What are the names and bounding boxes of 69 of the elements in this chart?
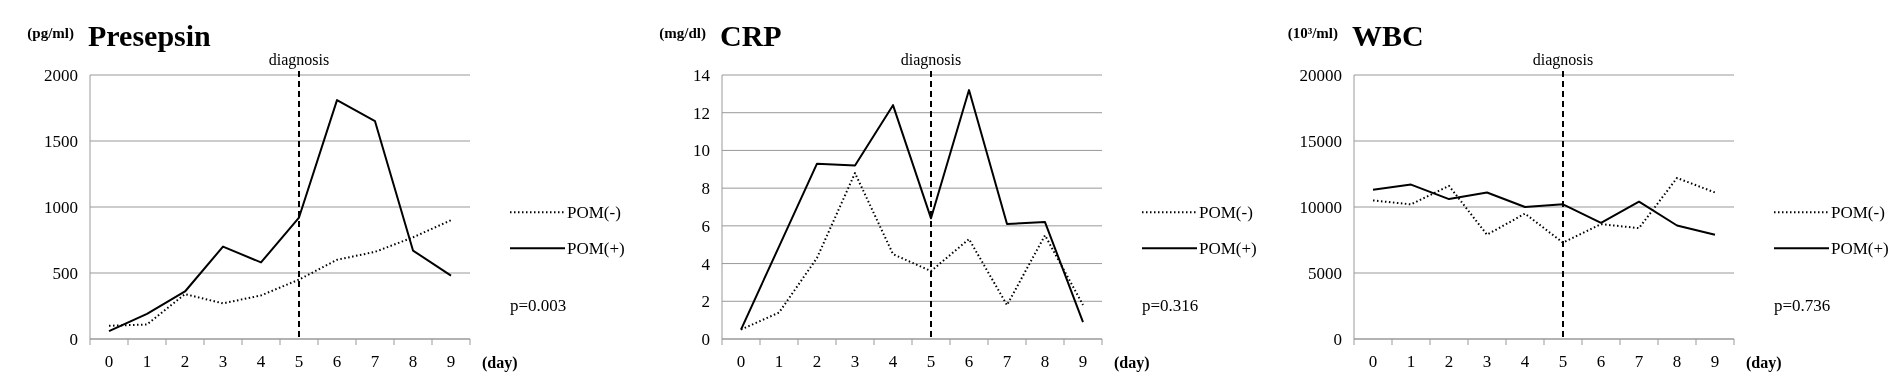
- x-tick-label: 4: [1520, 352, 1530, 371]
- x-tick-label: 3: [850, 352, 860, 371]
- y-tick-label: 1000: [44, 197, 78, 217]
- chart-title: Presepsin: [88, 19, 212, 52]
- y-tick-label: 6: [701, 216, 710, 236]
- x-tick-label: 2: [180, 352, 190, 371]
- x-tick-label: 4: [888, 352, 898, 371]
- y-tick-label: 1500: [44, 131, 78, 151]
- x-tick-label: 4: [256, 352, 266, 371]
- legend-label: POM(-): [567, 203, 621, 223]
- y-tick-label: 0: [701, 329, 710, 349]
- legend-label: POM(-): [1831, 203, 1885, 223]
- y-axis-title: (10³/ml): [1287, 25, 1338, 42]
- x-tick-label: 2: [812, 352, 822, 371]
- y-tick-label: 20000: [1299, 65, 1342, 85]
- x-tick-label: 1: [1406, 352, 1416, 371]
- x-tick-label: 1: [142, 352, 152, 371]
- legend-label: POM(+): [1831, 239, 1889, 259]
- text: p=0.316: [1142, 296, 1199, 315]
- y-tick-label: 0: [69, 329, 78, 349]
- y-tick-label: 4: [701, 254, 711, 274]
- y-tick-label: 8: [701, 179, 710, 199]
- legend-label: POM(-): [1199, 203, 1253, 223]
- y-axis-title: (mg/dl): [659, 25, 706, 42]
- x-tick-label: 8: [408, 352, 418, 371]
- x-tick-label: 8: [1672, 352, 1682, 371]
- x-tick-label: 6: [332, 352, 342, 371]
- x-tick-label: 3: [1482, 352, 1492, 371]
- ref-line-label: diagnosis: [1532, 51, 1594, 69]
- chart-title: CRP: [720, 19, 782, 52]
- x-tick-label: 7: [370, 352, 380, 371]
- x-tick-label: 7: [1002, 352, 1012, 371]
- text: p=0.003: [510, 296, 567, 315]
- x-tick-label: 5: [926, 352, 936, 371]
- ref-line-label: diagnosis: [268, 51, 330, 69]
- y-tick-label: 14: [693, 65, 711, 85]
- ref-line-label: diagnosis: [900, 51, 962, 69]
- x-tick-label: 0: [104, 352, 114, 371]
- x-tick-label: 3: [218, 352, 228, 371]
- x-tick-label: 6: [1596, 352, 1606, 371]
- x-tick-label: 7: [1634, 352, 1644, 371]
- x-tick-label: 2: [1444, 352, 1454, 371]
- x-tick-label: 9: [1078, 352, 1088, 371]
- x-tick-label: 1: [774, 352, 784, 371]
- x-tick-label: 0: [736, 352, 746, 371]
- y-tick-label: 500: [52, 263, 78, 283]
- x-tick-label: 5: [1558, 352, 1568, 371]
- y-tick-label: 10000: [1299, 197, 1342, 217]
- legend-label: POM(+): [567, 239, 625, 259]
- y-tick-label: 0: [1333, 329, 1342, 349]
- y-axis-title: (pg/ml): [27, 25, 74, 42]
- x-axis-title: (day): [1114, 354, 1150, 372]
- x-tick-label: 9: [1710, 352, 1720, 371]
- y-tick-label: 12: [693, 103, 710, 123]
- x-tick-label: 8: [1040, 352, 1050, 371]
- x-tick-label: 0: [1368, 352, 1378, 371]
- text: p=0.736: [1774, 296, 1831, 315]
- y-tick-label: 5000: [1308, 263, 1342, 283]
- chart-title: WBC: [1352, 19, 1424, 52]
- y-tick-label: 2: [701, 292, 710, 312]
- x-axis-title: (day): [482, 354, 518, 372]
- x-tick-label: 6: [964, 352, 974, 371]
- y-tick-label: 10: [693, 141, 710, 161]
- x-tick-label: 5: [294, 352, 304, 371]
- x-tick-label: 9: [446, 352, 456, 371]
- legend-label: POM(+): [1199, 239, 1257, 259]
- y-tick-label: 15000: [1299, 131, 1342, 151]
- x-axis-title: (day): [1746, 354, 1782, 372]
- y-tick-label: 2000: [44, 65, 78, 85]
